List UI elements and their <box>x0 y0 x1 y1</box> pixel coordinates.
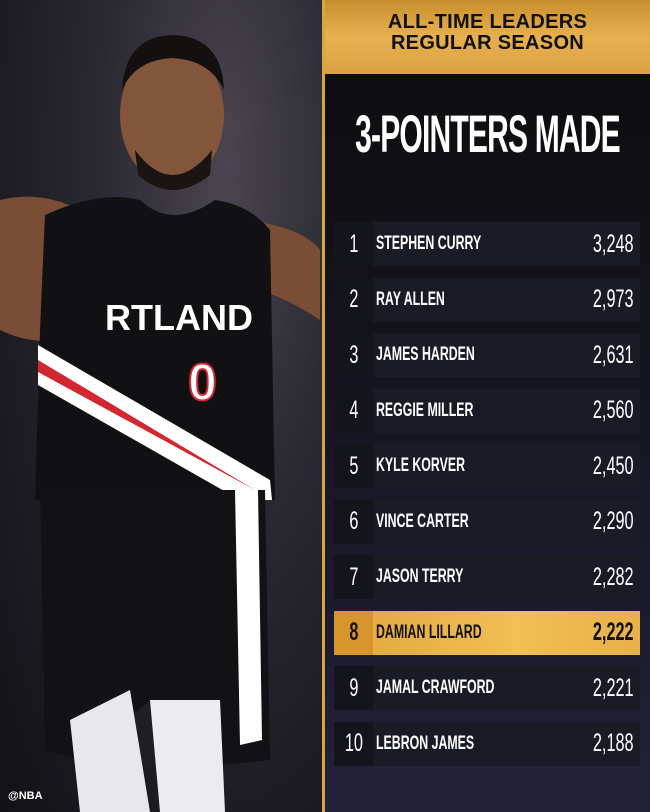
player-name: LEBRON JAMES <box>376 732 475 754</box>
leader-row: 8 DAMIAN LILLARD 2,222 <box>334 610 640 655</box>
three-pointers-value: 2,221 <box>593 673 634 702</box>
three-pointers-value: 2,222 <box>593 618 634 646</box>
three-pointers-value: 2,290 <box>593 507 634 535</box>
header-banner: ALL-TIME LEADERS REGULAR SEASON <box>325 0 650 74</box>
leader-row: 3 JAMES HARDEN 2,631 <box>334 333 640 377</box>
divider <box>322 0 325 812</box>
rank: 3 <box>334 333 373 377</box>
three-pointers-value: 2,973 <box>593 285 634 313</box>
leader-row: 9 JAMAL CRAWFORD 2,221 <box>334 666 640 710</box>
rank: 7 <box>334 555 373 599</box>
three-pointers-value: 2,631 <box>593 340 634 369</box>
leader-row: 5 KYLE KORVER 2,450 <box>334 444 640 488</box>
rank: 9 <box>334 666 373 710</box>
player-name: JAMES HARDEN <box>376 344 475 365</box>
three-pointers-value: 2,282 <box>593 562 634 591</box>
player-name: VINCE CARTER <box>376 510 469 532</box>
rank: 10 <box>334 721 373 766</box>
three-pointers-value: 3,248 <box>593 229 634 258</box>
rank: 4 <box>334 388 373 433</box>
page-title: 3-POINTERS MADE <box>355 106 621 164</box>
header-line2: REGULAR SEASON <box>390 32 585 54</box>
player-name: JASON TERRY <box>376 566 464 587</box>
rank: 2 <box>334 277 373 322</box>
rank: 1 <box>334 222 373 266</box>
player-name: REGGIE MILLER <box>376 399 474 421</box>
leader-row: 7 JASON TERRY 2,282 <box>334 555 640 599</box>
leader-row: 2 RAY ALLEN 2,973 <box>334 277 640 322</box>
three-pointers-value: 2,560 <box>593 396 634 424</box>
rank: 5 <box>334 444 373 488</box>
nba-watermark: @NBA <box>8 790 43 802</box>
three-pointers-value: 2,188 <box>593 729 634 757</box>
leaders-panel: ALL-TIME LEADERS REGULAR SEASON 3-POINTE… <box>325 0 650 812</box>
player-name: STEPHEN CURRY <box>376 233 482 254</box>
player-name: JAMAL CRAWFORD <box>376 677 495 698</box>
jersey-number: 0 <box>188 354 217 412</box>
header-line1: ALL-TIME LEADERS <box>387 11 588 33</box>
rank: 8 <box>334 610 373 655</box>
rank: 6 <box>334 499 373 544</box>
leader-row: 10 LEBRON JAMES 2,188 <box>334 721 640 766</box>
leader-row: 1 STEPHEN CURRY 3,248 <box>334 222 640 266</box>
player-name: DAMIAN LILLARD <box>376 621 482 643</box>
player-name: KYLE KORVER <box>376 455 465 476</box>
leader-row: 4 REGGIE MILLER 2,560 <box>334 388 640 433</box>
jersey-text: RTLAND <box>105 297 253 338</box>
player-name: RAY ALLEN <box>376 288 445 310</box>
three-pointers-value: 2,450 <box>593 451 634 480</box>
leader-row: 6 VINCE CARTER 2,290 <box>334 499 640 544</box>
player-photo: RTLAND 0 @NBA <box>0 0 322 812</box>
